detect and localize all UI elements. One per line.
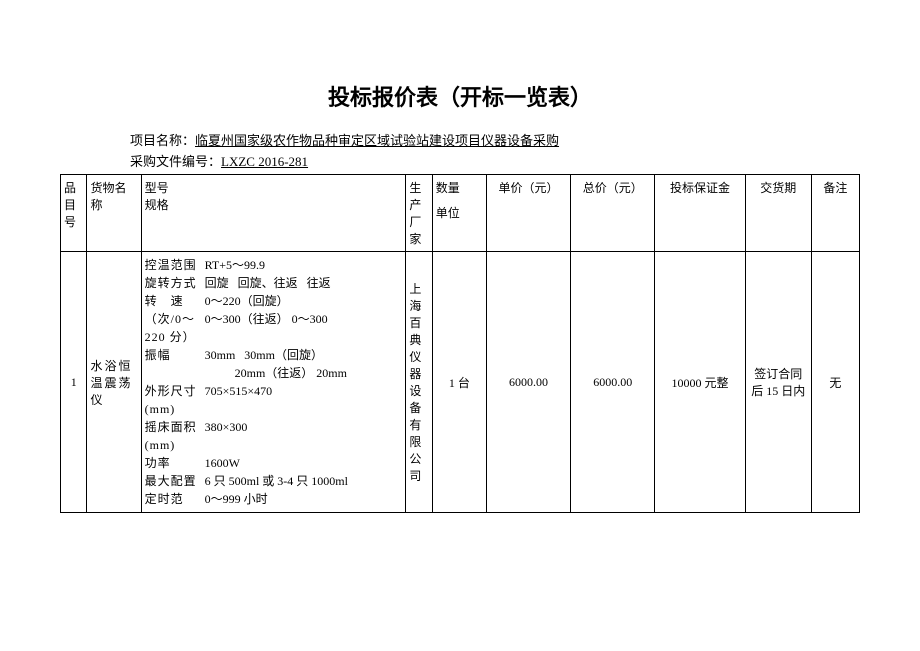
docno-line: 采购文件编号：LXZC 2016-281 — [60, 151, 860, 170]
quotation-table: 品目号 货物名称 型号 规格 生产厂家 数量 单位 单价（元） 总价（元） 投标… — [60, 174, 860, 513]
spec-cfg-k: 最大配置 — [145, 472, 205, 490]
spec-amp-k: 振幅 — [145, 346, 205, 382]
project-name: 临夏州国家级农作物品种审定区域试验站建设项目仪器设备采购 — [195, 133, 559, 148]
spec-power-v: 1600W — [205, 454, 403, 472]
cell-note: 无 — [811, 252, 859, 513]
spec-speed-v: 0～220（回旋）0～300（往返） 0～300 — [205, 292, 403, 346]
hdr-item-no: 品目号 — [61, 175, 87, 252]
hdr-model-spec: 型号 规格 — [141, 175, 406, 252]
spec-size-v: 705×515×470 — [205, 382, 403, 418]
docno-value: LXZC 2016-281 — [221, 154, 308, 169]
cell-spec: 控温范围RT+5～99.9 旋转方式回旋 回旋、往返 往返 转 速（次/0～22… — [141, 252, 406, 513]
spec-temp-k: 控温范围 — [145, 256, 205, 274]
spec-rot-k: 旋转方式 — [145, 274, 205, 292]
hdr-note: 备注 — [811, 175, 859, 252]
hdr-unit-price: 单价（元） — [486, 175, 570, 252]
spec-bed-k: 摇床面积(mm) — [145, 418, 205, 454]
spec-temp-v: RT+5～99.9 — [205, 256, 403, 274]
docno-label: 采购文件编号： — [130, 154, 221, 169]
spec-power-k: 功率 — [145, 454, 205, 472]
cell-deposit: 10000 元整 — [655, 252, 745, 513]
hdr-unit: 单位 — [436, 204, 483, 221]
spec-speed-k: 转 速（次/0～220 分） — [145, 292, 205, 346]
project-label: 项目名称： — [130, 133, 195, 148]
spec-timer-v: 0～999 小时 — [205, 490, 403, 508]
hdr-manufacturer: 生产厂家 — [406, 175, 432, 252]
hdr-qty: 数量 — [436, 179, 483, 196]
spec-rot-v: 回旋 回旋、往返 往返 — [205, 274, 403, 292]
spec-size-k: 外形尺寸(mm) — [145, 382, 205, 418]
page-title: 投标报价表（开标一览表） — [60, 80, 860, 112]
cell-name: 水浴恒温震荡仪 — [87, 252, 141, 513]
spec-cfg-v: 6 只 500ml 或 3-4 只 1000ml — [205, 472, 403, 490]
cell-unit-price: 6000.00 — [486, 252, 570, 513]
hdr-deposit: 投标保证金 — [655, 175, 745, 252]
table-row: 1 水浴恒温震荡仪 控温范围RT+5～99.9 旋转方式回旋 回旋、往返 往返 … — [61, 252, 860, 513]
cell-qty-unit: 1 台 — [432, 252, 486, 513]
cell-no: 1 — [61, 252, 87, 513]
hdr-goods-name: 货物名称 — [87, 175, 141, 252]
spec-timer-k: 定时范 — [145, 490, 205, 508]
hdr-qty-unit: 数量 单位 — [432, 175, 486, 252]
cell-delivery: 签订合同后 15 日内 — [745, 252, 811, 513]
spec-amp-v: 30mm 30mm（回旋） 20mm（往返） 20mm — [205, 346, 403, 382]
spec-bed-v: 380×300 — [205, 418, 403, 454]
project-line: 项目名称：临夏州国家级农作物品种审定区域试验站建设项目仪器设备采购 — [60, 130, 860, 149]
hdr-delivery: 交货期 — [745, 175, 811, 252]
hdr-total-price: 总价（元） — [571, 175, 655, 252]
cell-mfr: 上海百典仪器设备有限公司 — [406, 252, 432, 513]
cell-total-price: 6000.00 — [571, 252, 655, 513]
header-row: 品目号 货物名称 型号 规格 生产厂家 数量 单位 单价（元） 总价（元） 投标… — [61, 175, 860, 252]
